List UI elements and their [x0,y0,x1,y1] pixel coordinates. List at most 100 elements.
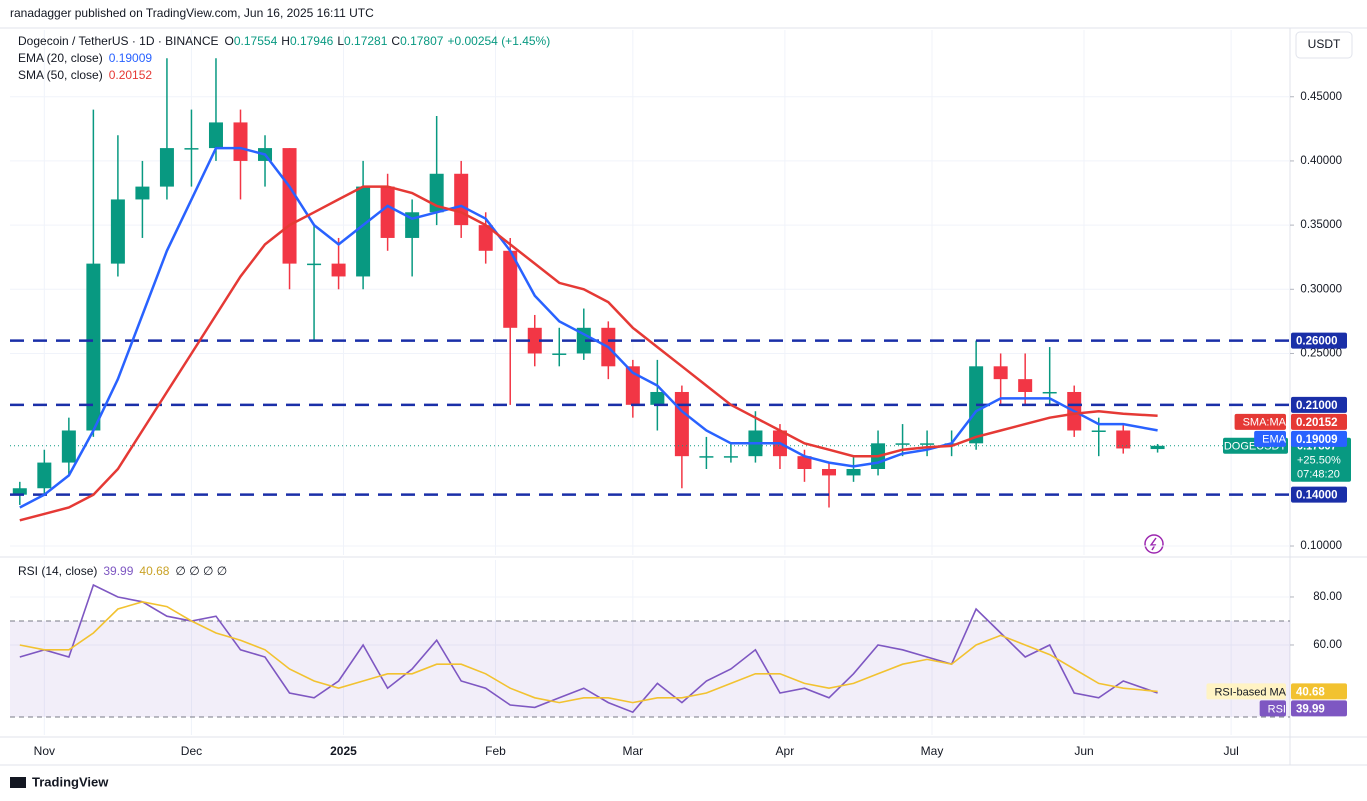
axis-tag-text: 0.26000 [1296,336,1338,348]
y-tick-label: 0.10000 [1300,540,1342,552]
y-tick-label: 80.00 [1313,591,1342,603]
candle-body [233,122,248,161]
x-tick-label: Jun [1074,744,1093,758]
x-tick-label: Jul [1223,744,1238,758]
axis-tag-text: 0.14000 [1296,490,1338,502]
axis-tag [1291,430,1347,447]
candle-body [184,148,199,150]
candle-body [159,148,174,187]
series-line [19,583,1158,714]
axis-tag-text: 0.20152 [1296,417,1338,429]
axis-tag-text: 39.99 [1296,703,1325,715]
series-name-tag [1259,700,1286,717]
y-tick-label: 0.25000 [1300,348,1342,360]
axis-tag-text: 40.68 [1296,686,1325,698]
candle-body [37,462,52,489]
candle-body [61,430,76,463]
candle-body [307,263,322,266]
legend-row: EMA (20, close) 0.19009 [18,51,152,65]
axis-tag [1291,486,1347,503]
legend-title-row: Dogecoin / TetherUS · 1D · BINANCE O0.175… [18,34,550,48]
x-tick-label: Mar [622,744,643,758]
candle-body [110,199,125,264]
legend-value: 0.19009 [109,51,153,65]
candle-body [1116,430,1131,449]
x-tick-label: Dec [181,744,202,758]
series-name-tag [1234,413,1286,430]
countdown: 07:48:20 [1297,469,1340,481]
legend-name: EMA (20, close) [18,51,103,65]
alert-icon[interactable] [1144,534,1164,554]
logo-mark [10,777,26,788]
y-tick-label: 0.45000 [1300,91,1342,103]
rsi-legend-value: 40.68 [139,564,169,578]
candle-body [356,186,371,277]
rsi-legend-value: 39.99 [103,564,133,578]
candle-body [1018,379,1033,392]
x-tick-label: 2025 [330,744,357,758]
candle-body [478,225,493,251]
candle-body [1150,445,1165,450]
axis-tag [1291,396,1347,413]
candle-body [503,250,518,328]
axis-tag [1291,413,1347,430]
axis-tag [1291,332,1347,349]
candle-body [208,122,223,149]
axis-tag-text: 0.19009 [1296,434,1338,446]
last-price-tag [1291,437,1351,482]
axis-tag-text: 0.21000 [1296,400,1338,412]
x-tick-label: Nov [34,744,55,758]
series-name-tag [1254,430,1286,447]
last-change: +25.50% [1297,455,1341,467]
y-tick-label: 0.40000 [1300,155,1342,167]
candle-body [797,456,812,469]
series-name-tag-text: SMA:MA [1243,417,1287,429]
series-name-tag-text: EMA [1262,434,1287,446]
candle-body [650,391,665,405]
alert-icon-bolt [1149,537,1157,551]
ohlc-label: C [391,34,400,48]
y-tick-label: 0.30000 [1300,283,1342,295]
candle-body [282,148,297,264]
rsi-legend: RSI (14, close) 39.99 40.68 ∅ ∅ ∅ ∅ [18,564,227,578]
rsi-title: RSI (14, close) [18,564,97,578]
series-line [19,600,1158,704]
x-tick-label: May [921,744,944,758]
x-tick-label: Feb [485,744,506,758]
candle-body [846,468,861,476]
ohlc-label: H [281,34,290,48]
axis-tag [1291,700,1347,717]
candle-body [1042,391,1057,394]
rsi-band [10,620,1290,717]
ohlc-label: O [225,34,234,48]
candle-body [380,186,395,238]
candle-body [86,263,101,431]
candle-body [993,366,1008,380]
y-tick-label: 0.35000 [1300,219,1342,231]
candle-body [135,186,150,200]
series-name-tag-text: RSI [1268,703,1286,715]
candle-body [674,391,689,457]
candle-body [454,173,469,226]
ohlc-value: 0.17807 [400,34,444,48]
candle-body [12,488,27,495]
candle-body [920,443,935,445]
candle-body [699,456,714,458]
publisher: ranadagger published on TradingView.com,… [10,6,374,20]
candle-body [527,327,542,354]
series-line [19,185,1158,522]
logo: TradingView [32,774,109,789]
candle-body [576,327,591,354]
candle-body [552,353,567,355]
x-tick-label: Apr [776,744,795,758]
legend-value: 0.20152 [109,68,153,82]
series-line [19,146,1158,509]
y-tick-label: 60.00 [1313,639,1342,651]
currency-button[interactable] [1295,31,1353,59]
series-name-tag-text: RSI-based MA [1214,686,1286,698]
candle-body [895,443,910,445]
candle-body [723,456,738,458]
change: +0.00254 (+1.45%) [447,34,550,48]
currency: USDT [1308,37,1341,51]
